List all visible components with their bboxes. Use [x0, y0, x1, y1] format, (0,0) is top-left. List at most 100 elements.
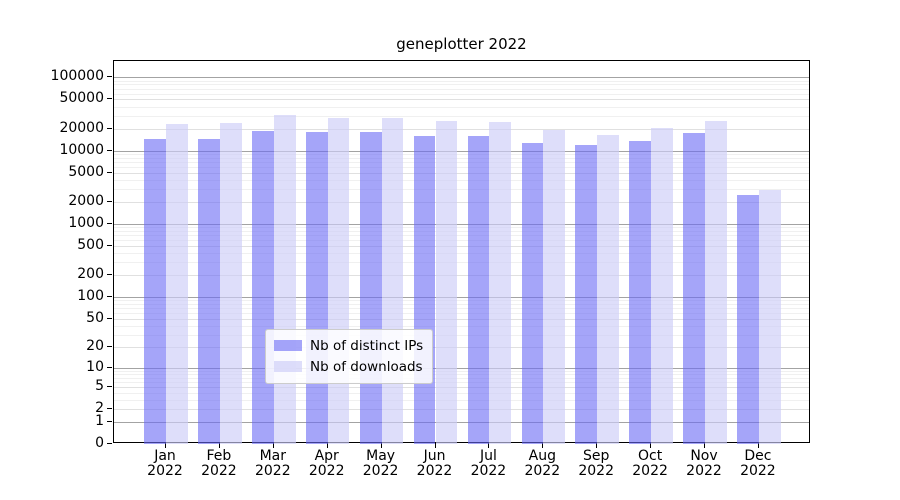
gridline: [114, 377, 809, 379]
x-tick-label: Aug 2022: [524, 448, 561, 479]
y-tick-label: 2000: [68, 192, 104, 209]
gridline: [114, 308, 809, 310]
plot-area: [113, 60, 810, 444]
gridline: [114, 235, 809, 237]
x-tick-mark: [165, 443, 166, 448]
y-tick-label: 50000: [59, 90, 104, 107]
y-tick-mark: [107, 296, 112, 297]
bar-downloads: [651, 128, 673, 444]
gridline: [114, 223, 809, 225]
x-tick-label: Sep 2022: [578, 448, 614, 479]
gridline: [114, 240, 809, 242]
y-tick-label: 0: [95, 435, 104, 451]
legend-row: Nb of downloads: [274, 356, 424, 377]
bar-distinct-ips: [305, 132, 328, 444]
x-tick-label: Jun 2022: [416, 448, 453, 479]
gridline: [114, 166, 809, 168]
gridline: [114, 88, 809, 90]
bar-downloads: [543, 129, 566, 444]
y-tick-label: 10: [86, 358, 104, 375]
gridline: [114, 421, 809, 423]
y-tick-label: 100: [77, 288, 104, 304]
x-tick-mark: [704, 443, 705, 448]
bar-downloads: [489, 121, 512, 444]
y-tick-label: 500: [77, 237, 104, 253]
gridline: [114, 189, 809, 190]
y-tick-label: 1000: [68, 214, 104, 231]
gridline: [114, 275, 809, 277]
gridline: [114, 115, 809, 117]
bar-downloads: [219, 122, 242, 444]
bar-downloads: [758, 190, 781, 444]
bar-downloads: [273, 115, 296, 444]
gridline: [114, 106, 809, 108]
gridline: [114, 157, 809, 159]
bar-distinct-ips: [467, 136, 490, 444]
x-tick-label: Feb 2022: [201, 448, 237, 479]
x-tick-mark: [218, 443, 220, 448]
bar-distinct-ips: [144, 138, 166, 444]
y-tick-mark: [107, 76, 112, 78]
gridline: [114, 128, 809, 130]
x-tick-label: Jan 2022: [147, 448, 183, 479]
gridline: [114, 297, 809, 298]
y-tick-mark: [107, 127, 112, 129]
gridline: [114, 347, 809, 348]
gridline: [114, 374, 809, 375]
x-tick-mark: [434, 443, 436, 448]
y-tick-mark: [107, 171, 112, 173]
gridline: [114, 227, 809, 229]
y-tick-mark: [107, 245, 112, 246]
legend: Nb of distinct IPs Nb of downloads: [265, 329, 433, 384]
bar-distinct-ips: [575, 145, 598, 444]
x-tick-mark: [380, 443, 382, 448]
gridline: [114, 99, 809, 101]
bar-distinct-ips: [737, 195, 759, 444]
gridline: [114, 77, 809, 79]
x-tick-mark: [757, 443, 759, 448]
y-tick-mark: [107, 98, 112, 100]
y-tick-label: 10000: [59, 141, 104, 158]
y-tick-mark: [107, 408, 112, 409]
gridline: [114, 231, 809, 232]
gridline: [114, 386, 809, 388]
y-tick-label: 20000: [59, 119, 104, 136]
bar-downloads: [381, 118, 404, 444]
y-tick-label: 1: [95, 412, 104, 429]
legend-swatch-downloads: [274, 361, 302, 372]
y-tick-label: 100000: [50, 68, 104, 85]
x-tick-label: May 2022: [362, 448, 399, 479]
bar-distinct-ips: [359, 132, 382, 444]
bar-distinct-ips: [629, 140, 652, 444]
y-tick-label: 20: [86, 338, 104, 354]
gridline: [114, 93, 809, 95]
y-tick-mark: [107, 274, 112, 276]
x-tick-mark: [326, 443, 328, 448]
x-tick-mark: [650, 443, 652, 448]
bar-downloads: [435, 120, 458, 444]
bar-distinct-ips: [413, 135, 436, 444]
bar-distinct-ips: [521, 143, 544, 444]
gridline: [114, 179, 809, 181]
x-tick-label: Dec 2022: [740, 448, 776, 479]
gridline: [114, 262, 809, 264]
legend-label: Nb of distinct IPs: [310, 337, 424, 354]
gridline: [114, 409, 809, 410]
y-tick-label: 5000: [68, 163, 104, 180]
x-tick-mark: [596, 443, 598, 448]
y-tick-label: 2: [95, 400, 104, 416]
y-tick-mark: [107, 149, 112, 151]
gridline: [114, 318, 809, 320]
y-tick-mark: [107, 346, 112, 347]
gridline: [114, 253, 809, 255]
x-tick-label: Jul 2022: [470, 448, 507, 479]
y-tick-mark: [107, 222, 112, 224]
x-tick-label: Nov 2022: [686, 448, 722, 479]
x-tick-mark: [542, 443, 544, 448]
gridline: [114, 162, 809, 163]
y-tick-mark: [107, 317, 112, 319]
y-tick-mark: [107, 443, 112, 444]
x-tick-label: Oct 2022: [632, 448, 668, 479]
x-tick-mark: [488, 443, 490, 448]
legend-row: Nb of distinct IPs: [274, 335, 424, 356]
